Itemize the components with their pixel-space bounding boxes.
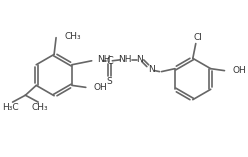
Text: CH₃: CH₃ [65,32,82,41]
Text: N: N [148,65,155,74]
Text: C: C [106,56,113,66]
Text: CH₃: CH₃ [32,103,48,111]
Text: OH: OH [94,83,107,92]
Text: S: S [106,77,112,86]
Text: N: N [136,55,143,64]
Text: NH: NH [118,55,132,64]
Text: NH: NH [97,55,111,64]
Text: OH: OH [232,66,246,75]
Text: H₃C: H₃C [2,103,19,111]
Text: Cl: Cl [193,33,202,42]
